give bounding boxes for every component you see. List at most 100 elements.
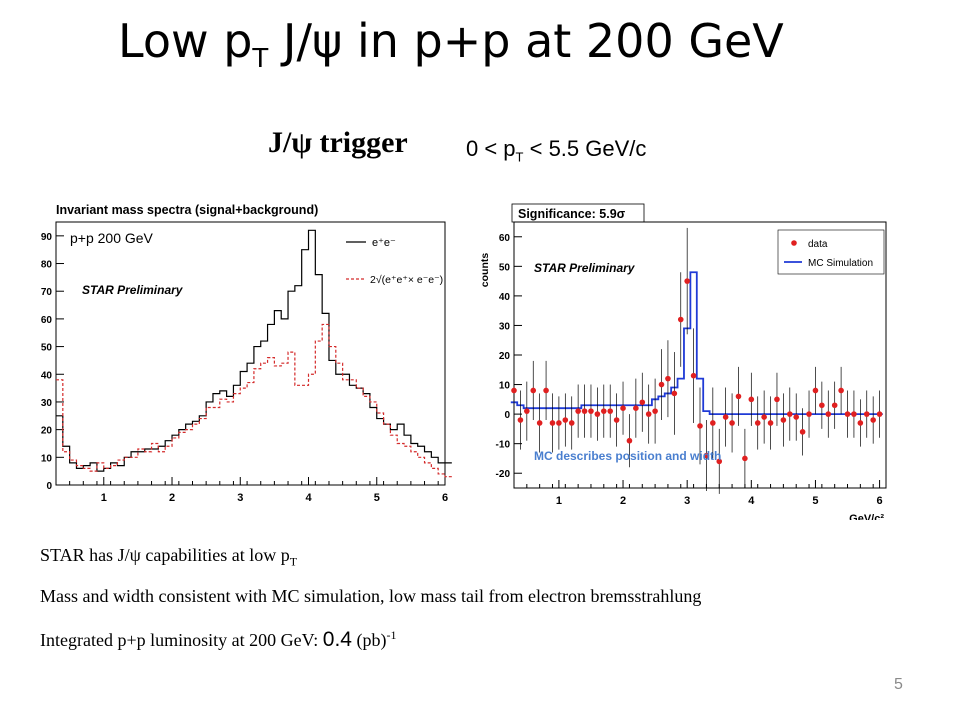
data-point — [556, 420, 562, 426]
data-point — [851, 411, 857, 417]
data-point — [671, 390, 678, 397]
y-tick-label: 50 — [41, 343, 53, 354]
annotation-bg — [64, 227, 206, 247]
y-tick-label: 80 — [41, 260, 53, 271]
data-point — [658, 381, 665, 388]
y-tick-label: 40 — [41, 370, 53, 381]
data-point — [600, 408, 607, 414]
y-tick-label: 60 — [499, 233, 511, 244]
y-tick-label: 0 — [46, 481, 52, 492]
data-point — [831, 402, 838, 409]
data-point — [645, 411, 652, 417]
data-point — [530, 387, 537, 394]
data-point — [754, 420, 761, 426]
x-tick-label: 3 — [684, 495, 690, 507]
chart-title: Invariant mass spectra (signal+backgroun… — [56, 203, 318, 217]
data-point — [581, 408, 588, 414]
y-axis-label: counts — [479, 253, 491, 288]
data-point — [639, 399, 646, 406]
x-tick-label: 3 — [237, 492, 243, 504]
data-point — [876, 411, 883, 417]
data-point — [806, 411, 812, 417]
data-point — [536, 420, 543, 426]
data-point — [793, 414, 800, 420]
y-tick-label: 40 — [499, 292, 511, 303]
invariant-mass-chart: Invariant mass spectra (signal+backgroun… — [41, 203, 452, 504]
y-tick-label: 0 — [504, 410, 510, 421]
data-point — [710, 420, 716, 426]
data-point — [613, 417, 620, 423]
data-point — [568, 420, 575, 426]
data-point — [511, 387, 517, 394]
x-tick-label: 6 — [877, 495, 883, 507]
data-point — [652, 408, 658, 414]
data-point — [780, 417, 787, 423]
page-title: Low pT J/ψ in p+p at 200 GeV — [118, 14, 784, 75]
data-point — [588, 408, 594, 414]
annotation-text: p+p 200 GeV — [70, 230, 154, 246]
bullet-luminosity: Integrated p+p luminosity at 200 GeV: 0.… — [40, 628, 397, 651]
legend-label: e⁺e⁻ — [372, 237, 396, 249]
data-point — [562, 417, 569, 423]
x-tick-label: 1 — [101, 492, 107, 504]
data-point — [524, 408, 530, 414]
legend-label: MC Simulation — [808, 258, 873, 269]
trigger-label: J/ψ trigger — [268, 126, 408, 159]
data-point — [716, 458, 723, 465]
data-point — [838, 387, 844, 394]
data-point — [761, 414, 767, 420]
data-point — [735, 393, 742, 400]
legend-box — [777, 229, 885, 275]
data-point — [633, 405, 639, 411]
y-tick-label: -20 — [496, 469, 511, 480]
annotation-text: MC describes position and width — [534, 449, 721, 463]
data-point — [665, 375, 671, 382]
y-tick-label: 10 — [499, 381, 511, 392]
data-point — [748, 396, 755, 403]
data-point — [812, 387, 819, 394]
legend-marker — [791, 240, 797, 246]
data-point — [684, 278, 690, 284]
data-point — [767, 420, 774, 426]
y-tick-label: 30 — [41, 398, 53, 409]
data-point — [742, 455, 748, 462]
y-tick-label: 70 — [41, 287, 53, 298]
data-point — [863, 411, 870, 417]
y-tick-label: 90 — [41, 232, 53, 243]
data-point — [607, 408, 614, 414]
significance-chart: Significance: 5.9σ 1 2 3 4 5 6 -20 -10 0 10 20 30 40 5… — [479, 203, 887, 520]
bullet-capabilities: STAR has J/ψ capabilities at low pT — [40, 545, 298, 569]
page-number: 5 — [894, 676, 903, 693]
y-tick-label: 10 — [41, 453, 53, 464]
data-point — [697, 423, 703, 429]
y-tick-label: 20 — [499, 351, 511, 362]
data-point — [799, 429, 806, 435]
x-tick-label: 2 — [169, 492, 175, 504]
series-line-geomean — [56, 323, 452, 478]
y-tick-label: 60 — [41, 315, 53, 326]
x-tick-label: 4 — [748, 495, 755, 507]
data-point — [626, 437, 633, 444]
data-point — [819, 402, 825, 409]
y-tick-label: -10 — [496, 440, 511, 451]
data-point — [722, 414, 729, 420]
data-point — [729, 420, 735, 426]
y-tick-label: 30 — [499, 321, 511, 332]
watermark-text: STAR Preliminary — [82, 283, 184, 297]
x-tick-label: 2 — [620, 495, 626, 507]
y-tick-label: 50 — [499, 262, 511, 273]
data-point — [870, 417, 876, 423]
data-point — [543, 387, 549, 394]
data-point — [844, 411, 851, 417]
pt-range-label: 0 < pT < 5.5 GeV/c — [466, 136, 647, 165]
data-point — [677, 316, 684, 323]
x-tick-label: 4 — [305, 492, 312, 504]
data-point — [594, 411, 601, 417]
chart-title: Significance: 5.9σ — [518, 207, 626, 221]
data-point — [575, 408, 581, 414]
x-tick-label: 5 — [812, 495, 818, 507]
watermark-text: STAR Preliminary — [534, 261, 636, 275]
data-point — [825, 411, 832, 417]
x-axis-label: GeV/c² — [849, 513, 884, 520]
bullet-mass-width: Mass and width consistent with MC simula… — [40, 586, 702, 606]
